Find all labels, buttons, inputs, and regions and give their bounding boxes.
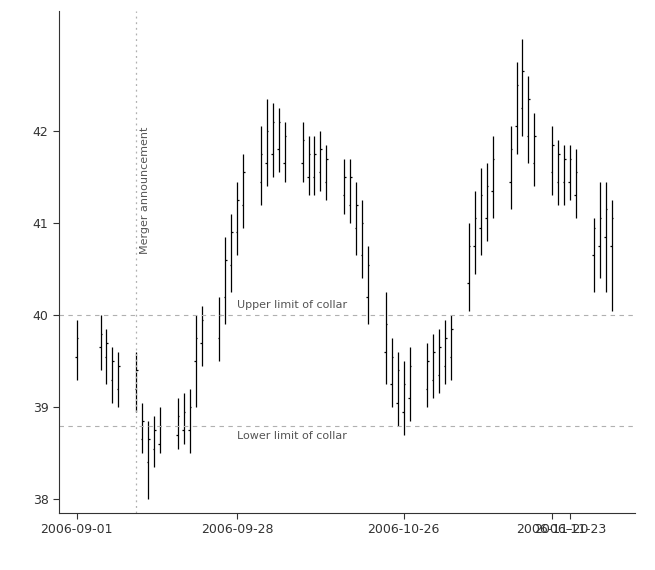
Text: Upper limit of collar: Upper limit of collar (237, 300, 347, 310)
Text: Lower limit of collar: Lower limit of collar (237, 431, 347, 441)
Text: Merger announcement: Merger announcement (140, 127, 150, 254)
